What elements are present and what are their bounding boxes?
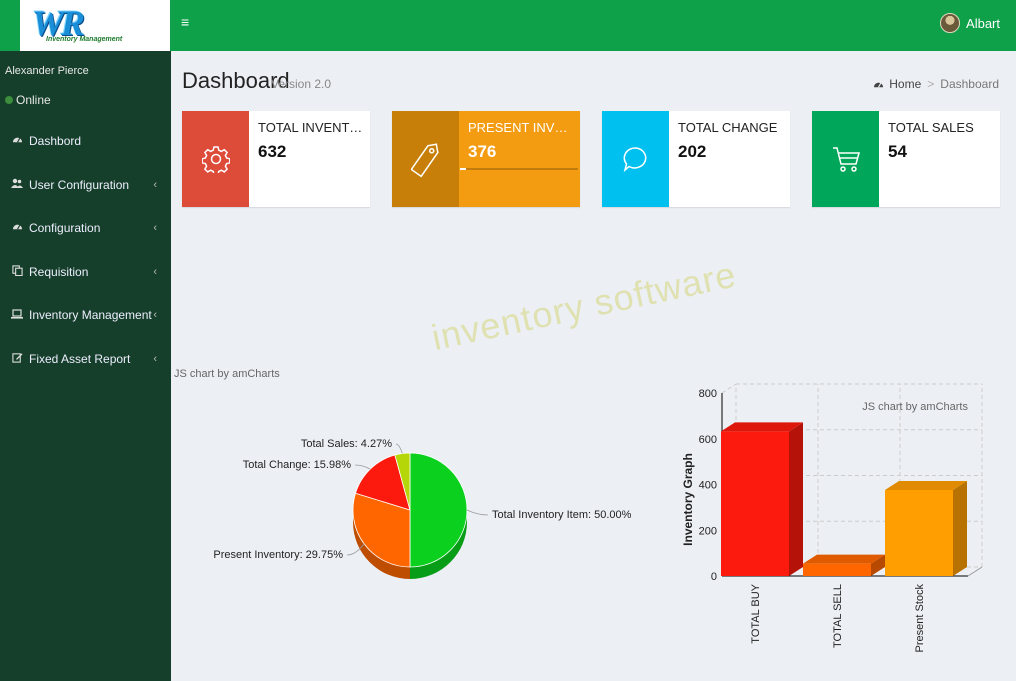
pie-label-connector — [395, 443, 403, 454]
chevron-left-icon: ‹ — [153, 266, 157, 278]
sidebar-item-user-configuration[interactable]: User Configuration ‹ — [0, 174, 171, 196]
info-box-label: TOTAL SALES — [888, 120, 974, 135]
copy-icon — [10, 265, 24, 279]
logo[interactable]: WR Inventory Management — [20, 0, 170, 51]
edit-icon — [10, 352, 24, 366]
info-box-total-change[interactable]: TOTAL CHANGE 202 — [602, 111, 790, 207]
chevron-left-icon: ‹ — [153, 222, 157, 234]
grid-line — [721, 383, 737, 394]
avatar — [940, 13, 961, 33]
bar-top — [885, 480, 967, 490]
user-menu[interactable]: Albart — [940, 13, 1000, 33]
page-title: Dashboard — [182, 68, 290, 93]
logo-area[interactable]: WR Inventory Management — [0, 0, 171, 51]
sidebar-item-fixed-asset-report[interactable]: Fixed Asset Report ‹ — [0, 348, 171, 370]
info-box-label: PRESENT INVENTORY — [468, 120, 576, 135]
tag-icon — [392, 111, 459, 207]
y-tick-label: 0 — [711, 571, 717, 583]
logo-mark: WR — [32, 3, 85, 43]
y-axis-label: Inventory Graph — [681, 453, 695, 546]
status-text: Online — [16, 93, 51, 107]
x-tick-label: TOTAL BUY — [750, 583, 762, 643]
menu-toggle-icon[interactable]: ≡ — [181, 14, 190, 30]
dashboard-icon — [873, 79, 884, 90]
page-version: Version 2.0 — [271, 77, 332, 91]
y-tick-label: 600 — [699, 434, 717, 446]
y-tick-label: 800 — [699, 388, 717, 400]
bar-chart: 0 200 400 600 800 JS chart by amCharts Invento… — [681, 383, 983, 653]
breadcrumb-separator: > — [927, 77, 935, 91]
pie-slice[interactable] — [409, 452, 468, 568]
online-dot-icon — [5, 96, 13, 104]
breadcrumb: Home > Dashboard — [873, 77, 999, 91]
sidebar: Alexander Pierce Online Dashbord User Co… — [0, 51, 171, 681]
sidebar-item-label: Requisition — [29, 265, 89, 279]
bar[interactable] — [803, 563, 871, 576]
info-box-value: 202 — [678, 142, 707, 161]
pie-label-connector — [354, 464, 371, 470]
pie-slice[interactable] — [355, 454, 411, 511]
info-box-label: TOTAL CHANGE — [678, 120, 778, 135]
laptop-icon — [10, 308, 24, 322]
bar-top — [721, 422, 803, 432]
breadcrumb-home-link[interactable]: Home — [889, 77, 922, 91]
shopping-cart-icon — [812, 111, 879, 207]
pie-slice-label: Total Change: 15.98% — [243, 459, 351, 471]
sidebar-item-configuration[interactable]: Configuration ‹ — [0, 217, 171, 239]
y-tick-label: 200 — [699, 525, 717, 537]
watermark: inventory software — [428, 253, 740, 359]
pie-slice-label: Total Sales: 4.27% — [301, 438, 392, 450]
pie-label-connector — [346, 543, 365, 556]
info-box-total-inventory[interactable]: TOTAL INVENTORY I... 632 — [182, 111, 370, 207]
pie-slice-label: Present Inventory: 29.75% — [213, 549, 343, 561]
sidebar-item-label: User Configuration — [29, 178, 130, 192]
info-box-present-inventory[interactable]: PRESENT INVENTORY 376 — [392, 111, 580, 207]
logo-subtitle: Inventory Management — [46, 36, 123, 43]
bar[interactable] — [885, 489, 953, 576]
bar-side — [871, 554, 885, 576]
info-box-label: TOTAL INVENTORY I... — [258, 120, 366, 135]
dashboard-icon — [10, 221, 24, 235]
info-box-value: 54 — [888, 142, 907, 161]
sidebar-item-label: Configuration — [29, 221, 101, 235]
pie-label-connector — [466, 509, 489, 516]
chart-credit[interactable]: JS chart by amCharts — [862, 401, 968, 413]
chevron-left-icon: ‹ — [153, 309, 157, 321]
sidebar-item-label: Fixed Asset Report — [29, 352, 131, 366]
top-navbar: ≡ Albart — [171, 0, 1016, 51]
info-box-value: 376 — [468, 142, 497, 161]
breadcrumb-current: Dashboard — [940, 77, 999, 91]
gear-icon — [182, 111, 249, 207]
user-menu-name: Albart — [966, 15, 1000, 31]
bar-side — [953, 480, 967, 576]
bar-top — [803, 554, 885, 564]
progress-bar — [460, 168, 578, 170]
sidebar-item-dashbord[interactable]: Dashbord — [0, 130, 171, 152]
pie-chart: Total Inventory Item: 50.00% Present Inve… — [213, 438, 632, 579]
pie-slice[interactable] — [352, 492, 411, 568]
sidebar-item-label: Dashbord — [29, 134, 82, 148]
chart-credit[interactable]: JS chart by amCharts — [174, 368, 280, 380]
pie-slice-label: Total Inventory Item: 50.00% — [492, 509, 632, 521]
sidebar-item-requisition[interactable]: Requisition ‹ — [0, 261, 171, 283]
users-icon — [10, 178, 24, 192]
bar[interactable] — [721, 431, 789, 576]
sidebar-item-label: Inventory Management — [29, 308, 152, 322]
progress-fill — [460, 168, 466, 170]
sidebar-item-inventory-management[interactable]: Inventory Management ‹ — [0, 304, 171, 326]
sidebar-user-name: Alexander Pierce — [5, 65, 89, 77]
x-tick-label: TOTAL SELL — [832, 584, 844, 648]
dashboard-icon — [10, 134, 24, 148]
info-box-total-sales[interactable]: TOTAL SALES 54 — [812, 111, 1000, 207]
status-badge: Online — [5, 93, 51, 107]
bar-side — [789, 422, 803, 576]
info-box-value: 632 — [258, 142, 287, 161]
y-tick-label: 400 — [699, 480, 717, 492]
chat-bubble-icon — [602, 111, 669, 207]
x-tick-label: Present Stock — [914, 584, 926, 653]
x-axis-depth — [967, 566, 983, 577]
chevron-left-icon: ‹ — [153, 353, 157, 365]
chevron-left-icon: ‹ — [153, 179, 157, 191]
